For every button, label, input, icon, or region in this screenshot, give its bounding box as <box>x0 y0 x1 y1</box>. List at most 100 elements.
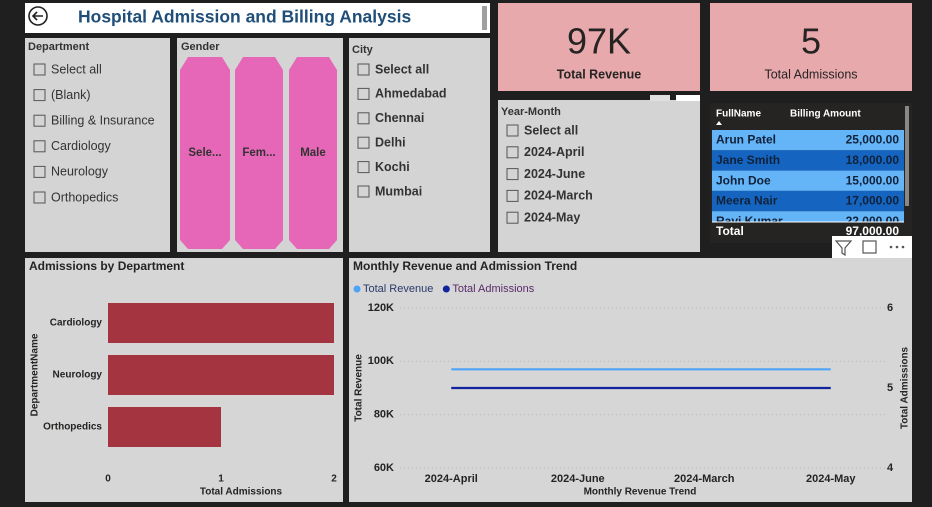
slicer-item[interactable]: Neurology <box>33 165 109 179</box>
slicer-item[interactable]: Orthopedics <box>33 190 118 204</box>
bar[interactable] <box>108 355 334 395</box>
y-tick-label: 120K <box>368 302 394 314</box>
table-scrollbar <box>905 106 909 206</box>
cell: Meera Nair <box>716 194 778 208</box>
checkbox[interactable] <box>357 136 370 149</box>
checkbox[interactable] <box>506 211 519 224</box>
tile-shape[interactable] <box>235 57 283 249</box>
slicer-item-label: Orthopedics <box>51 190 118 204</box>
bar[interactable] <box>108 303 334 343</box>
x-tick-label: 1 <box>218 474 224 485</box>
checkbox[interactable] <box>357 185 370 198</box>
slicer-item[interactable]: Select all <box>506 123 578 137</box>
checkbox[interactable] <box>506 168 519 181</box>
slicer-title: Year-Month <box>501 106 561 118</box>
checkbox[interactable] <box>33 191 46 204</box>
slicer-item-label: Chennai <box>375 111 424 125</box>
y-tick-label: 80K <box>374 409 394 421</box>
slicer-item-label: Billing & Insurance <box>51 113 155 127</box>
column-header: FullName <box>716 109 761 120</box>
slicer-item[interactable]: Ahmedabad <box>357 87 447 101</box>
y2-tick-label: 5 <box>887 382 893 394</box>
checkbox[interactable] <box>506 124 519 137</box>
slicer-item[interactable]: Select all <box>33 62 102 76</box>
slicer-item[interactable]: Mumbai <box>357 184 422 198</box>
card-value: 97K <box>567 21 631 62</box>
checkbox[interactable] <box>33 89 46 102</box>
slicer-item[interactable]: Billing & Insurance <box>33 113 155 127</box>
slicer-title: City <box>352 44 374 56</box>
card-label: Total Revenue <box>557 67 642 81</box>
slicer-item[interactable]: 2024-April <box>506 145 584 159</box>
row-bg <box>712 150 904 171</box>
card-label: Total Admissions <box>764 67 857 81</box>
cell: Ravi Kumar <box>716 214 783 228</box>
gender-tile[interactable]: Male <box>289 57 337 249</box>
checkbox[interactable] <box>357 87 370 100</box>
checkbox[interactable] <box>33 140 46 153</box>
slicer-title: Department <box>28 41 89 53</box>
row-bg <box>712 211 904 222</box>
slicer-item[interactable]: 2024-May <box>506 210 580 224</box>
slicer-item-label: (Blank) <box>51 88 91 102</box>
title-bar <box>25 3 490 33</box>
back-button[interactable] <box>28 6 48 26</box>
checkbox[interactable] <box>506 189 519 202</box>
slicer-item-label: 2024-June <box>524 167 585 181</box>
slicer-item[interactable]: (Blank) <box>33 88 91 102</box>
slicer-item[interactable]: Select all <box>357 62 429 76</box>
slicer-item[interactable]: Kochi <box>357 160 410 174</box>
gender-tile[interactable]: Fem... <box>235 57 283 249</box>
x-tick-label: 2024-March <box>674 473 735 485</box>
legend-label: Total Admissions <box>452 283 534 295</box>
y2-axis-title: Total Admissions <box>900 346 911 429</box>
checkbox[interactable] <box>357 63 370 76</box>
revenue-card <box>498 3 700 91</box>
x-tick-label: 2024-April <box>425 473 478 485</box>
x-axis-title: Monthly Revenue Trend <box>584 487 697 498</box>
visual-icon[interactable] <box>650 95 670 101</box>
bar[interactable] <box>108 407 221 447</box>
slicer-item[interactable]: Delhi <box>357 135 406 149</box>
checkbox[interactable] <box>33 63 46 76</box>
slicer-item[interactable]: 2024-March <box>506 189 593 203</box>
x-tick-label: 2024-June <box>551 473 605 485</box>
slicer-item[interactable]: Chennai <box>357 111 424 125</box>
cell: 18,000.00 <box>846 153 900 167</box>
x-axis-title: Total Admissions <box>200 487 283 498</box>
cell: John Doe <box>716 173 771 187</box>
visual-header-icons[interactable] <box>832 236 912 258</box>
legend-label: Total Revenue <box>363 283 433 295</box>
admissions-card <box>710 3 912 91</box>
total-cell: 97,000.00 <box>846 224 900 238</box>
slicer-title: Gender <box>181 41 220 53</box>
visual-icon[interactable] <box>676 95 700 101</box>
cell: Arun Patel <box>716 133 776 147</box>
slicer-item-label: Mumbai <box>375 184 422 198</box>
legend-dot <box>442 285 450 293</box>
checkbox[interactable] <box>357 112 370 125</box>
checkbox[interactable] <box>33 165 46 178</box>
y-tick-label: 60K <box>374 462 394 474</box>
y-axis-title: Total Revenue <box>354 354 365 422</box>
slicer-item[interactable]: Cardiology <box>33 139 112 153</box>
x-tick-label: 0 <box>105 474 111 485</box>
tile-shape[interactable] <box>289 57 337 249</box>
x-tick-label: 2024-May <box>806 473 856 485</box>
slicer-item[interactable]: 2024-June <box>506 167 585 181</box>
slicer-item-label: Select all <box>524 123 578 137</box>
checkbox[interactable] <box>357 161 370 174</box>
gender-tile[interactable]: Sele... <box>180 57 230 249</box>
column-header: Billing Amount <box>790 109 861 120</box>
slicer-item-label: 2024-March <box>524 189 593 203</box>
checkbox[interactable] <box>506 146 519 159</box>
tile-shape[interactable] <box>180 57 230 249</box>
row-bg <box>712 190 904 212</box>
x-tick-label: 2 <box>331 474 337 485</box>
cell: 22,000.00 <box>846 214 900 228</box>
y-tick-label: Cardiology <box>50 318 103 329</box>
scrollbar <box>482 6 487 30</box>
card-value: 5 <box>801 21 821 62</box>
checkbox[interactable] <box>33 114 46 127</box>
